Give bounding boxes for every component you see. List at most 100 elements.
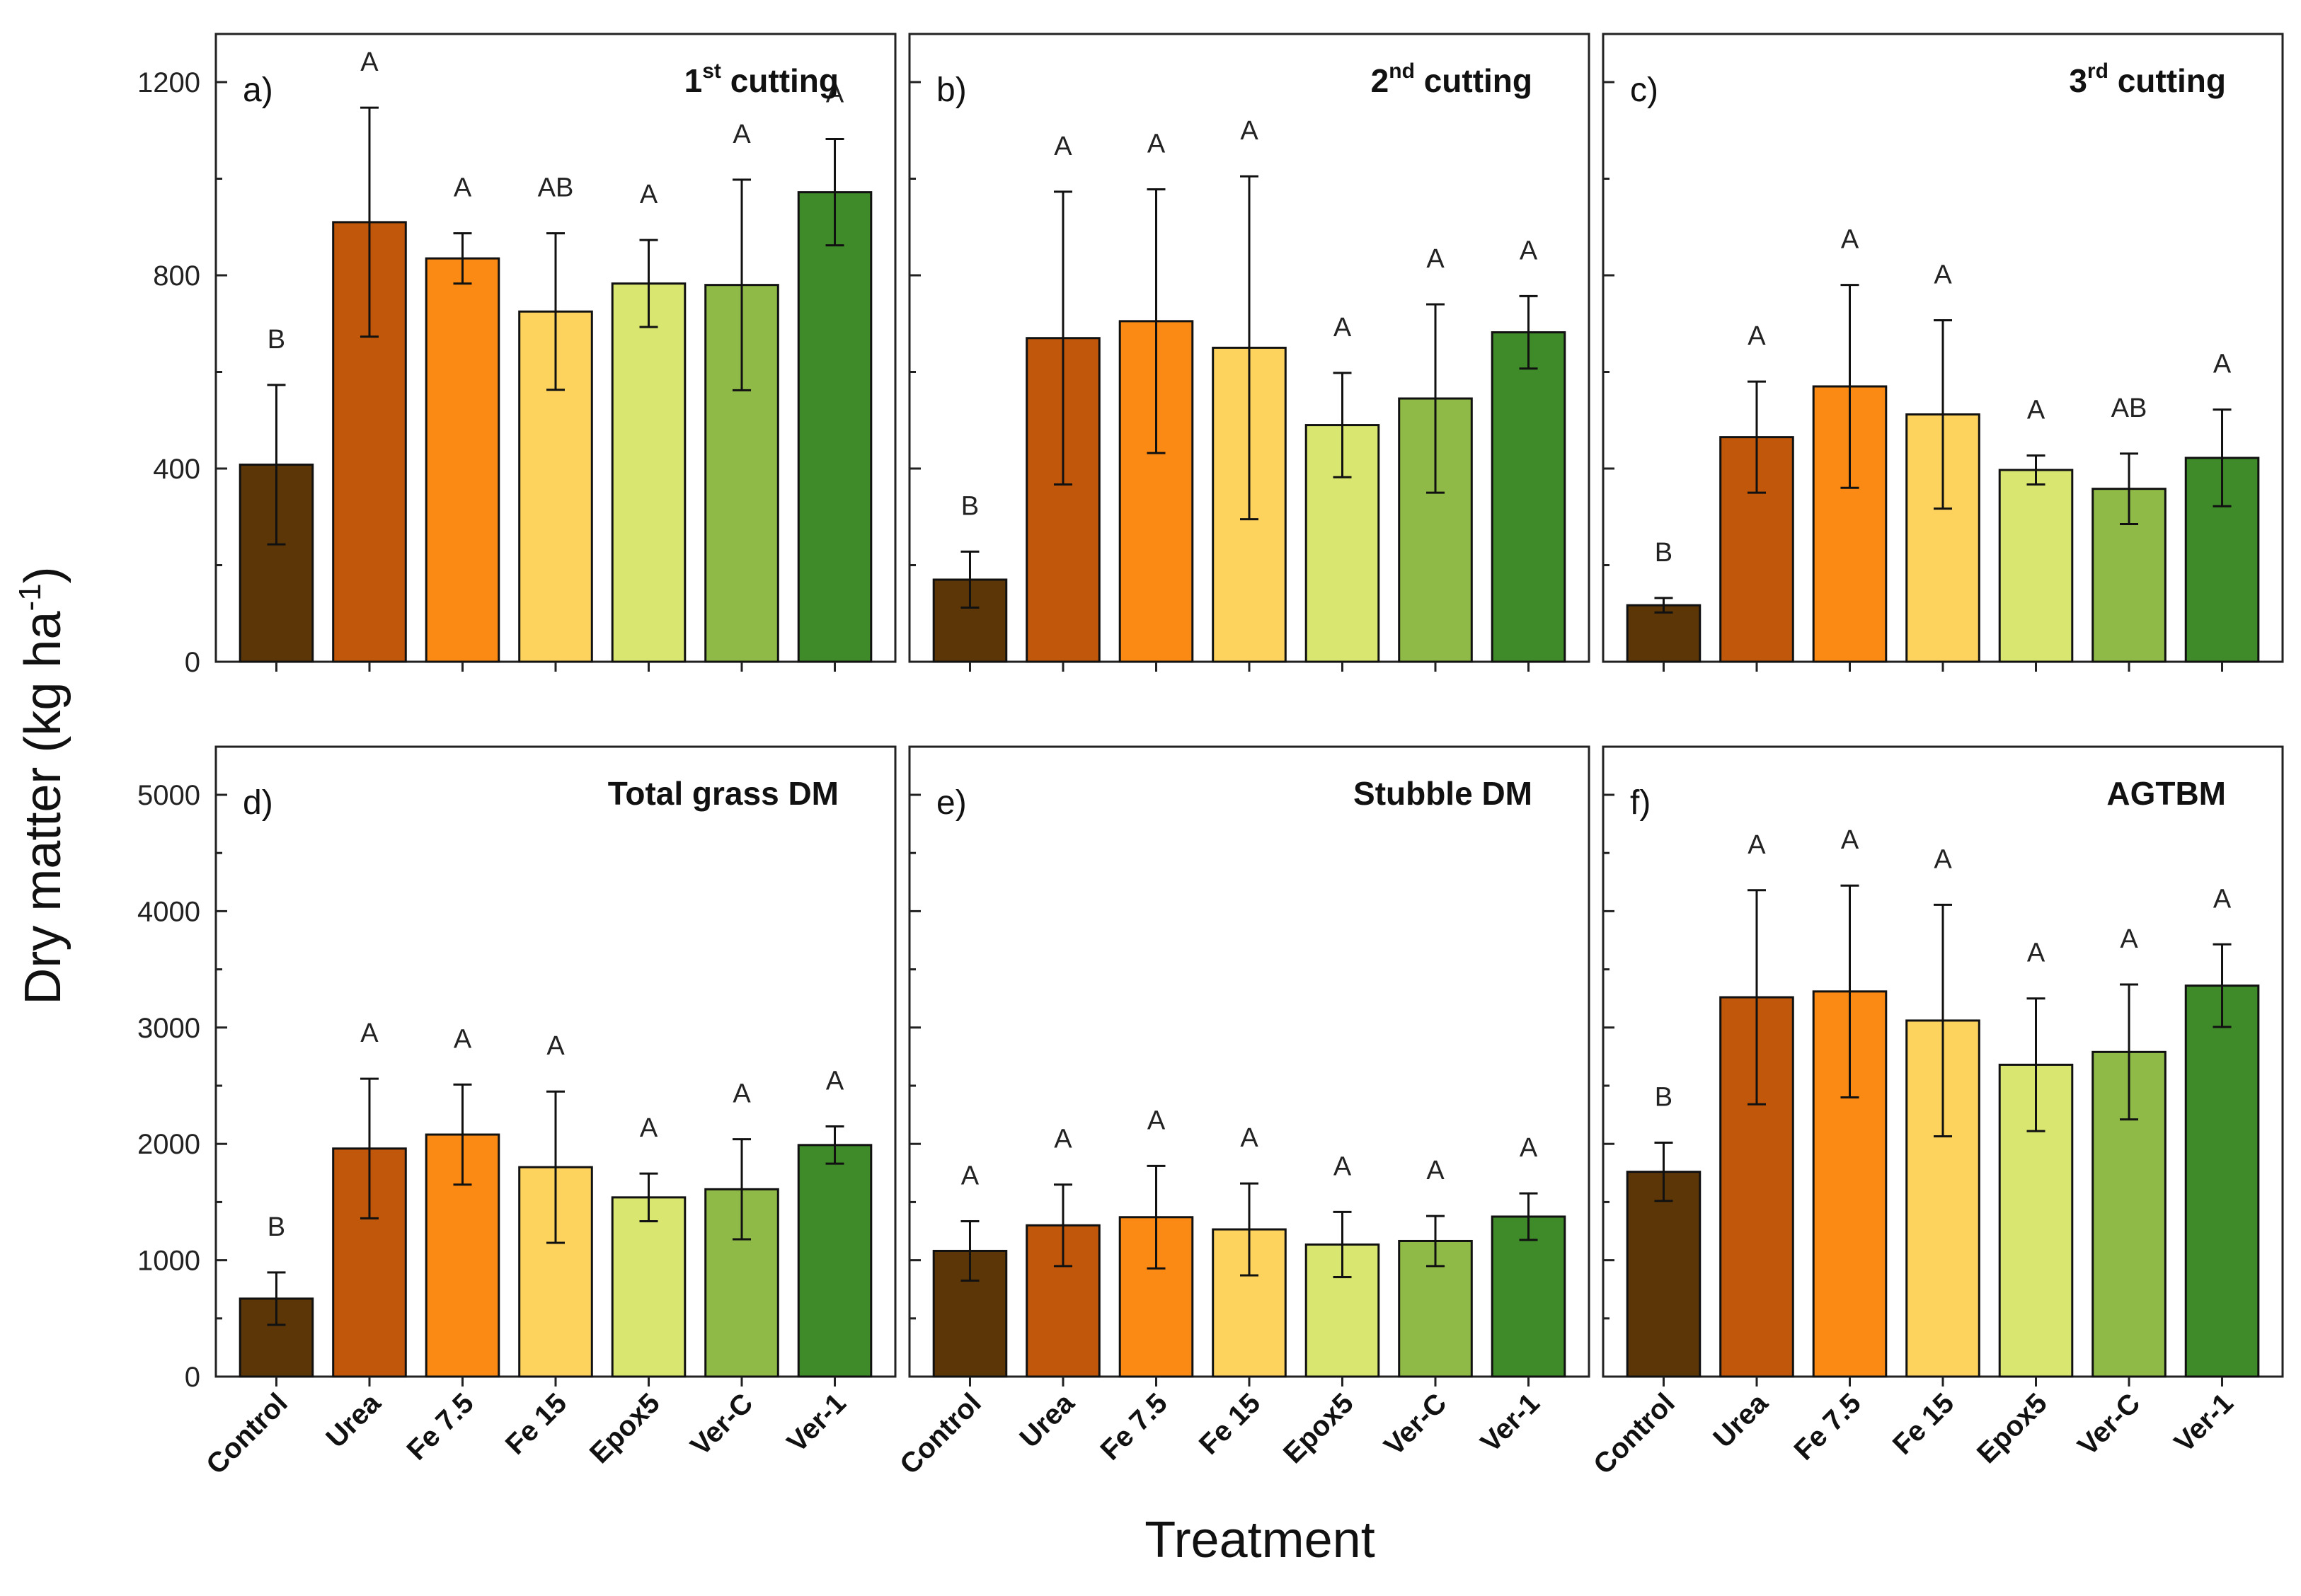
significance-letter: B bbox=[1655, 538, 1672, 568]
x-tick-label: Control bbox=[200, 1387, 294, 1481]
x-tick-label: Ver-1 bbox=[1475, 1387, 1546, 1458]
panel-title: Total grass DM bbox=[608, 775, 839, 812]
y-tick-label: 800 bbox=[153, 260, 200, 292]
x-tick-label: Control bbox=[894, 1387, 987, 1481]
x-tick-label: Urea bbox=[1707, 1387, 1774, 1454]
y-axis-title-close: ) bbox=[15, 566, 71, 583]
panel-title: 2nd cutting bbox=[1371, 59, 1532, 99]
significance-letter: A bbox=[2213, 350, 2232, 379]
significance-letter: A bbox=[1240, 1123, 1258, 1153]
significance-letter: A bbox=[640, 1113, 658, 1143]
x-tick-label: Epox5 bbox=[1278, 1387, 1360, 1469]
x-tick-label: Urea bbox=[320, 1387, 387, 1454]
significance-letter: A bbox=[546, 1031, 565, 1061]
significance-letter: A bbox=[961, 1161, 980, 1191]
y-axis-title-exponent: -1 bbox=[13, 583, 47, 611]
bar-fe-7-5 bbox=[425, 257, 500, 663]
y-tick-label: 1200 bbox=[137, 67, 200, 98]
significance-letter: AB bbox=[2111, 394, 2147, 423]
significance-letter: A bbox=[1426, 244, 1445, 274]
x-tick-label: Fe 7.5 bbox=[401, 1387, 480, 1466]
significance-letter: A bbox=[733, 1079, 751, 1109]
x-tick-label: Fe 15 bbox=[1193, 1387, 1266, 1460]
significance-letter: A bbox=[1748, 321, 1766, 351]
panel-title: Stubble DM bbox=[1353, 775, 1532, 812]
significance-letter: B bbox=[1655, 1083, 1672, 1113]
significance-letter: A bbox=[2027, 396, 2045, 425]
panel-title: 3rd cutting bbox=[2069, 59, 2226, 99]
x-tick-label: Ver-C bbox=[1378, 1387, 1452, 1462]
significance-letter: A bbox=[1748, 830, 1766, 860]
significance-letter: A bbox=[1054, 132, 1072, 161]
significance-letter: A bbox=[1841, 225, 1859, 255]
significance-letter: A bbox=[2120, 924, 2138, 954]
y-tick-label: 0 bbox=[185, 647, 200, 678]
y-tick-label: 0 bbox=[185, 1362, 200, 1393]
panel-letter: f) bbox=[1630, 784, 1651, 822]
bar-epox5 bbox=[611, 1196, 687, 1378]
significance-letter: A bbox=[1520, 1133, 1538, 1163]
bar-ver-1 bbox=[1491, 331, 1566, 663]
x-tick-label: Urea bbox=[1014, 1387, 1081, 1454]
significance-letter: A bbox=[1841, 825, 1859, 855]
y-axis-title-main: Dry matter (kg ha bbox=[15, 611, 71, 1005]
panel-3: B A A A A AB Ac) 3rd cutting bbox=[1602, 33, 2284, 672]
y-tick-label: 1000 bbox=[137, 1246, 200, 1277]
x-tick-label: Fe 7.5 bbox=[1789, 1387, 1867, 1466]
panel-1: 0 400 800 1200 B A A AB A A Aa) 1st cutting bbox=[137, 33, 897, 678]
bar-control bbox=[1626, 604, 1702, 663]
panel-title: 1st cutting bbox=[684, 59, 839, 99]
panel-title: AGTBM bbox=[2106, 775, 2226, 812]
significance-letter: A bbox=[826, 79, 844, 109]
significance-letter: B bbox=[268, 1212, 285, 1242]
x-tick-label: Fe 15 bbox=[500, 1387, 573, 1460]
significance-letter: A bbox=[1934, 844, 1952, 874]
significance-letter: A bbox=[1147, 1106, 1166, 1135]
y-tick-label: 2000 bbox=[137, 1129, 200, 1160]
panel-letter: c) bbox=[1630, 71, 1658, 109]
x-tick-label: Epox5 bbox=[584, 1387, 666, 1469]
significance-letter: A bbox=[826, 1067, 844, 1096]
bar-ver-1 bbox=[2184, 984, 2260, 1378]
y-tick-label: 400 bbox=[153, 454, 200, 485]
panel-5: A Control A Urea A Fe 7.5 A Fe 15 A Epox5 A Ver-C A V… bbox=[894, 745, 1590, 1481]
significance-letter: A bbox=[1240, 116, 1258, 146]
significance-letter: A bbox=[1147, 130, 1166, 159]
significance-letter: A bbox=[2027, 938, 2045, 968]
significance-letter: A bbox=[454, 1024, 472, 1054]
significance-letter: A bbox=[1333, 313, 1352, 343]
panel-2: B A A A A A Ab) 2nd cutting bbox=[908, 33, 1590, 672]
significance-letter: A bbox=[1054, 1125, 1072, 1154]
bar-ver-1 bbox=[797, 1144, 873, 1378]
significance-letter: A bbox=[360, 47, 379, 77]
panel-letter: a) bbox=[243, 71, 273, 109]
bar-epox5 bbox=[1998, 469, 2074, 663]
significance-letter: A bbox=[454, 173, 472, 203]
significance-letter: B bbox=[961, 491, 979, 521]
significance-letter: B bbox=[268, 325, 285, 355]
bar-epox5 bbox=[611, 282, 687, 663]
x-tick-label: Fe 7.5 bbox=[1095, 1387, 1174, 1466]
panel-letter: d) bbox=[243, 784, 273, 822]
significance-letter: A bbox=[1426, 1156, 1445, 1185]
x-tick-label: Ver-C bbox=[2072, 1387, 2146, 1462]
significance-letter: A bbox=[733, 120, 751, 149]
x-tick-label: Fe 15 bbox=[1887, 1387, 1960, 1460]
x-tick-label: Epox5 bbox=[1971, 1387, 2053, 1469]
x-axis-title: Treatment bbox=[1144, 1512, 1375, 1568]
significance-letter: A bbox=[1333, 1152, 1352, 1181]
significance-letter: A bbox=[1520, 236, 1538, 265]
x-tick-label: Ver-C bbox=[684, 1387, 759, 1462]
panel-letter: b) bbox=[936, 71, 967, 109]
y-tick-label: 5000 bbox=[137, 780, 200, 811]
x-tick-label: Ver-1 bbox=[781, 1387, 852, 1458]
y-tick-label: 4000 bbox=[137, 896, 200, 927]
x-tick-label: Control bbox=[1588, 1387, 1681, 1481]
significance-letter: A bbox=[2213, 884, 2232, 914]
panel-4: 0 1000 2000 3000 4000 5000 B Control A Urea A Fe 7.… bbox=[137, 745, 897, 1481]
x-tick-label: Ver-1 bbox=[2169, 1387, 2239, 1458]
bar-control bbox=[1626, 1171, 1702, 1378]
y-axis-title: Dry matter (kg ha-1) bbox=[13, 566, 71, 1004]
